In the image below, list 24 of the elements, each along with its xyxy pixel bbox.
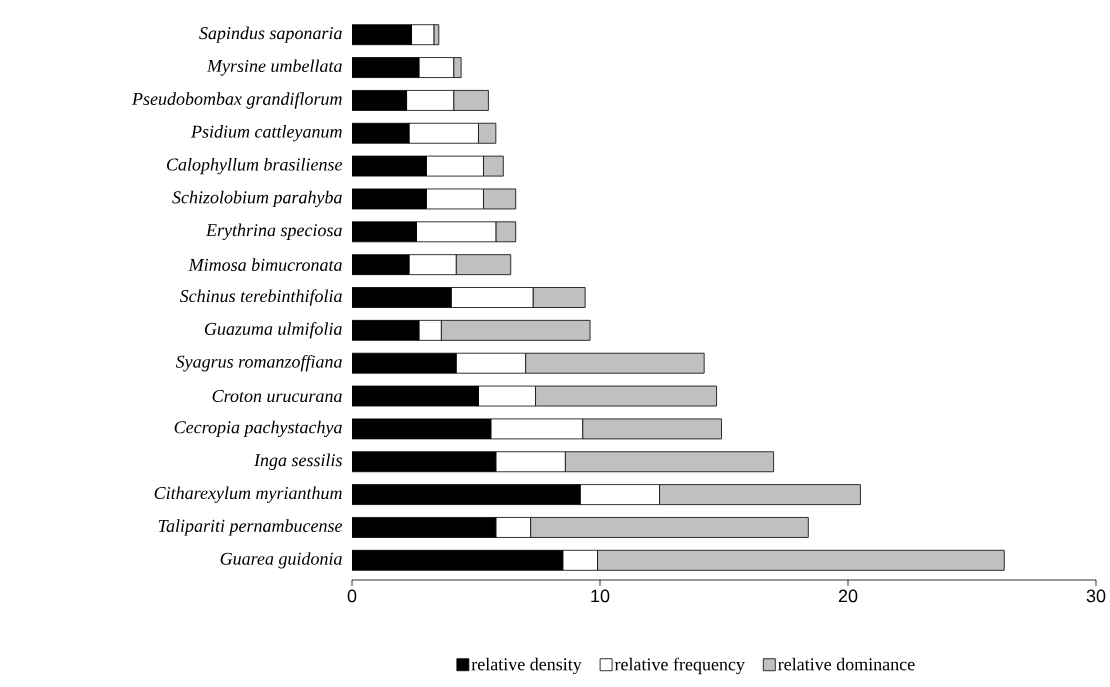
y-tick-label: Syagrus romanzoffiana — [175, 354, 342, 372]
y-tick-label: Inga sessilis — [253, 453, 342, 470]
y-tick-label: Erythrina speciosa — [205, 223, 342, 240]
y-tick-label: Citharexylum myrianthum — [154, 486, 342, 503]
y-tick-label: Talipariti pernambucense — [158, 519, 343, 536]
x-tick-label: 10 — [591, 589, 610, 603]
legend-label: relative frequency — [614, 657, 745, 675]
legend-label: relative dominance — [778, 657, 915, 671]
y-tick-label: Guarea guidonia — [220, 552, 342, 569]
y-tick-label: Croton urucurana — [212, 389, 342, 403]
x-tick-label: 20 — [838, 589, 858, 603]
y-tick-label: Calophyllum brasiliense — [166, 157, 343, 175]
y-tick-label: Schizolobium parahyba — [172, 190, 342, 208]
x-tick-label: 30 — [1086, 589, 1106, 603]
x-tick-label: 0 — [347, 589, 357, 603]
y-tick-label: Schinus terebinthifolia — [179, 289, 342, 306]
legend-label: relative density — [471, 657, 582, 675]
y-tick-label: Sapindus saponaria — [199, 26, 342, 43]
y-tick-label: Guazuma ulmifolia — [204, 322, 342, 339]
y-tick-label: Myrsine umbellata — [206, 59, 342, 76]
y-tick-label: Mimosa bimucronata — [188, 258, 342, 272]
y-tick-label: Psidium cattleyanum — [190, 125, 342, 142]
y-tick-label: Cecropia pachystachya — [174, 420, 342, 438]
y-tick-label: Pseudobombax grandiflorum — [131, 92, 342, 109]
